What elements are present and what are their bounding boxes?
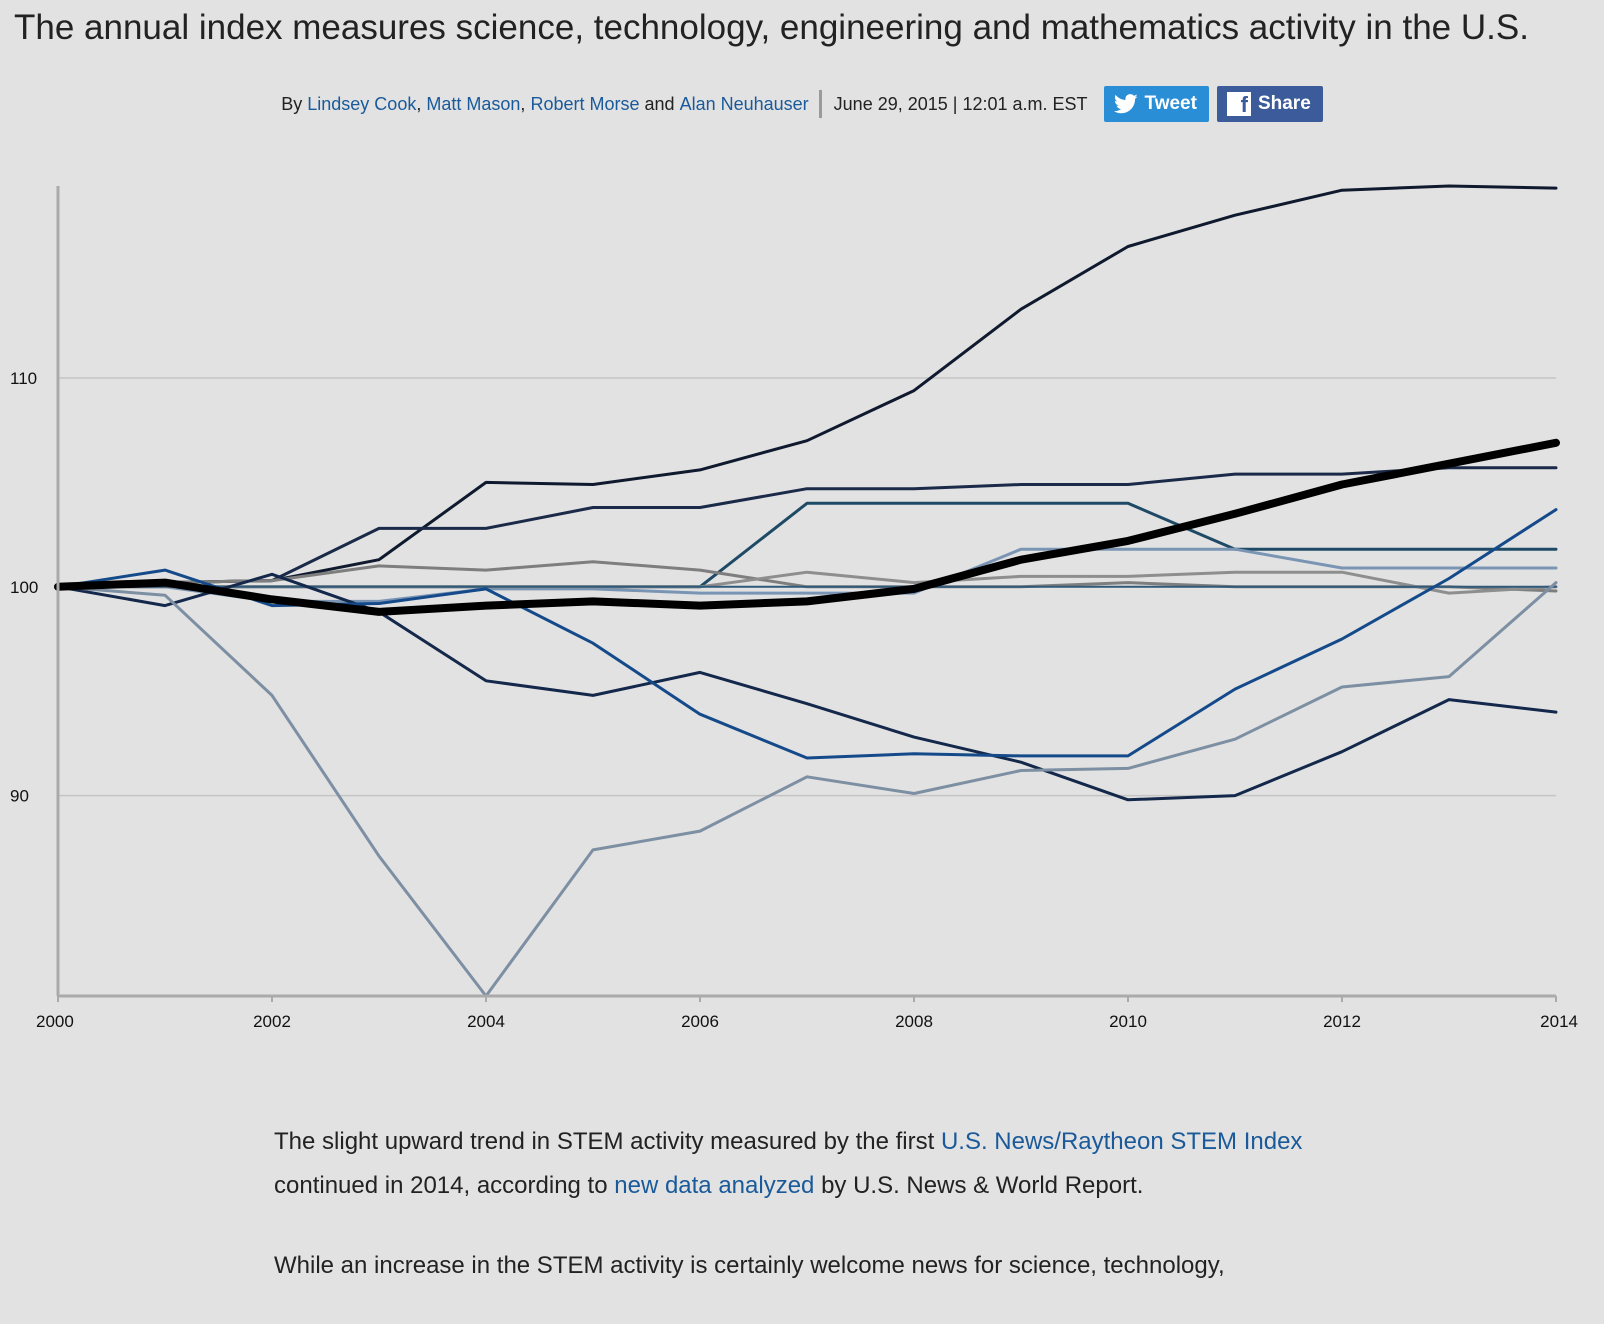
twitter-bird-icon [1113, 94, 1138, 114]
y-tick-label: 100 [10, 578, 38, 597]
chart-axes: 110 100 90 2000 2002 2004 2006 2008 2010 2012 2014 [10, 186, 1578, 1031]
x-tick-label: 2010 [1109, 1012, 1147, 1031]
y-tick-label: 110 [10, 369, 37, 388]
x-tick-label: 2004 [467, 1012, 505, 1031]
stem-index-line-chart: 110 100 90 2000 2002 2004 2006 2008 2010 2012 2014 [10, 184, 1578, 1031]
series-line-2 [56, 466, 1558, 589]
series-line-10 [56, 581, 1558, 998]
share-button[interactable]: f Share [1216, 86, 1323, 122]
stem-index-link[interactable]: U.S. News/Raytheon STEM Index [940, 1128, 1303, 1155]
article-paragraph: The slight upward trend in STEM activity… [274, 1128, 1303, 1199]
article-body: The slight upward trend in STEM activity… [274, 1120, 1334, 1324]
x-tick-label: 2002 [253, 1012, 291, 1031]
author-link-cook[interactable]: Lindsey Cook [307, 93, 417, 114]
page-title: The annual index measures science, techn… [14, 8, 1529, 47]
tweet-button[interactable]: Tweet [1103, 86, 1209, 122]
new-data-link[interactable]: new data analyzed [614, 1172, 815, 1199]
author-link-mason[interactable]: Matt Mason [426, 93, 521, 114]
series-line-11 [54, 438, 1560, 616]
y-tick-label: 90 [10, 787, 29, 806]
article-paragraph: While an increase in the STEM activity i… [274, 1252, 1225, 1279]
facebook-icon: f [1226, 92, 1251, 116]
byline-by: By [281, 93, 303, 114]
author-link-morse[interactable]: Robert Morse [530, 93, 640, 114]
x-tick-label: 2006 [681, 1012, 719, 1031]
author-link-neuhauser[interactable]: Alan Neuhauser [679, 93, 809, 114]
series-line-1 [56, 184, 1558, 589]
publish-date: June 29, 2015 | 12:01 a.m. EST [833, 93, 1088, 114]
tweet-label: Tweet [1144, 93, 1197, 114]
byline: By Lindsey Cook, Matt Mason, Robert Mors… [0, 86, 1604, 122]
x-tick-label: 2012 [1323, 1012, 1361, 1031]
x-tick-label: 2008 [895, 1012, 933, 1031]
chart-series [54, 184, 1560, 998]
series-line-8 [56, 572, 1558, 802]
series-line-9 [56, 508, 1558, 760]
share-label: Share [1257, 93, 1311, 114]
x-tick-label: 2000 [36, 1012, 74, 1031]
x-tick-label: 2014 [1540, 1012, 1578, 1031]
byline-divider [818, 90, 822, 118]
